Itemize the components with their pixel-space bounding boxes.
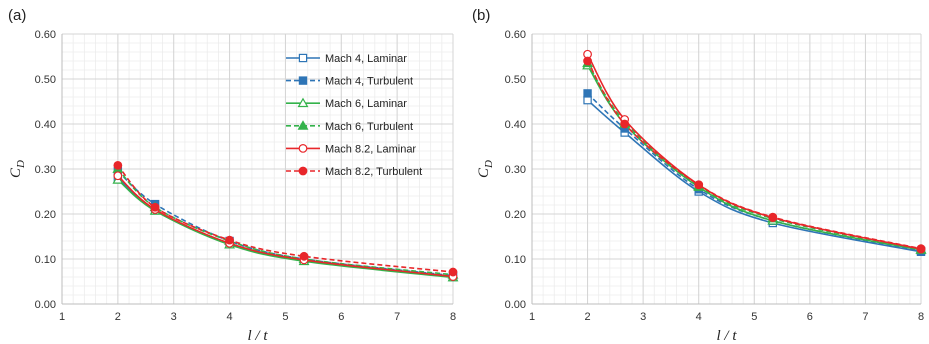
legend: Mach 4, Laminar Mach 4, Turbulent Mach 6, … <box>286 53 422 178</box>
legend-marker <box>297 120 309 130</box>
x-axis-label: l / t <box>247 328 268 344</box>
legend-label: Mach 8.2, Turbulent <box>325 166 422 178</box>
data-point <box>225 235 234 245</box>
y-tick-label: 0.20 <box>505 209 526 221</box>
data-point <box>694 180 704 190</box>
grid <box>531 33 922 305</box>
series-6 <box>113 160 458 277</box>
data-point <box>916 244 926 254</box>
legend-label: Mach 4, Turbulent <box>325 76 413 88</box>
x-tick-label: 6 <box>807 311 813 323</box>
y-tick-label: 0.40 <box>505 119 526 131</box>
y-axis-label: CD <box>8 160 27 178</box>
y-tick-label: 0.50 <box>505 74 526 86</box>
x-tick-label: 2 <box>585 311 591 323</box>
x-tick-label: 1 <box>59 311 65 323</box>
x-tick-label: 8 <box>918 311 924 323</box>
data-point <box>583 89 592 98</box>
x-tick-label: 4 <box>696 311 702 323</box>
y-tick-label: 0.00 <box>505 299 526 311</box>
data-point <box>113 160 123 170</box>
data-point <box>113 171 123 181</box>
grid <box>61 33 454 305</box>
panel-a-chart: 1 2 3 4 5 6 7 8 0.00 0.10 0.20 0.30 0.40 0.50 0.60 (a) l… <box>8 7 459 344</box>
series-line <box>586 60 922 250</box>
legend-marker <box>298 143 308 153</box>
legend-item: Mach 4, Turbulent <box>286 76 413 88</box>
y-tick-label: 0.30 <box>35 164 56 176</box>
y-tick-label: 0.30 <box>505 164 526 176</box>
x-tick-label: 7 <box>862 311 868 323</box>
y-axis-label: CD <box>476 160 495 178</box>
legend-item: Mach 8.2, Turbulent <box>286 166 422 178</box>
x-tick-label: 3 <box>640 311 646 323</box>
series-6 <box>583 56 926 254</box>
legend-marker <box>298 166 308 176</box>
x-tick-label: 8 <box>450 311 456 323</box>
legend-marker <box>297 97 309 108</box>
data-point <box>299 251 309 261</box>
legend-item: Mach 6, Laminar <box>286 97 407 110</box>
panel-label: (b) <box>472 7 490 24</box>
x-tick-label: 3 <box>171 311 177 323</box>
y-tick-label: 0.10 <box>35 254 56 266</box>
series-line <box>117 179 454 279</box>
legend-item: Mach 6, Turbulent <box>286 120 413 133</box>
legend-label: Mach 8.2, Laminar <box>325 143 416 155</box>
legend-marker <box>298 76 308 85</box>
data-point <box>583 56 592 66</box>
series-line <box>587 99 922 253</box>
panel-b-chart: 1 2 3 4 5 6 7 8 0.00 0.10 0.20 0.30 0.40 0.50 0.60 (b) l… <box>472 7 927 344</box>
x-tick-label: 1 <box>529 311 535 323</box>
legend-item: Mach 4, Laminar <box>286 53 407 65</box>
data-point <box>583 95 592 105</box>
legend-label: Mach 6, Turbulent <box>325 121 413 133</box>
legend-label: Mach 4, Laminar <box>325 53 407 65</box>
y-tick-label: 0.60 <box>35 29 56 41</box>
x-tick-label: 6 <box>338 311 344 323</box>
data-point <box>768 212 778 222</box>
y-tick-label: 0.10 <box>505 254 526 266</box>
x-axis-label: l / t <box>716 328 737 344</box>
x-tick-label: 5 <box>751 311 757 323</box>
x-tick-label: 7 <box>394 311 400 323</box>
x-tick-label: 2 <box>115 311 121 323</box>
legend-item: Mach 8.2, Laminar <box>286 143 416 155</box>
series-line <box>117 164 454 273</box>
data-point <box>620 119 630 129</box>
data-point <box>448 267 458 277</box>
y-tick-label: 0.60 <box>505 29 526 41</box>
y-tick-label: 0.40 <box>35 119 56 131</box>
legend-label: Mach 6, Laminar <box>325 98 407 110</box>
y-tick-label: 0.20 <box>35 209 56 221</box>
x-tick-label: 5 <box>282 311 288 323</box>
y-tick-label: 0.50 <box>35 74 56 86</box>
x-tick-label: 4 <box>227 311 233 323</box>
series-line <box>117 175 454 278</box>
data-point <box>150 202 160 212</box>
panel-label: (a) <box>8 7 26 24</box>
y-tick-label: 0.00 <box>35 299 56 311</box>
series-line <box>586 62 922 251</box>
legend-marker <box>298 53 308 63</box>
